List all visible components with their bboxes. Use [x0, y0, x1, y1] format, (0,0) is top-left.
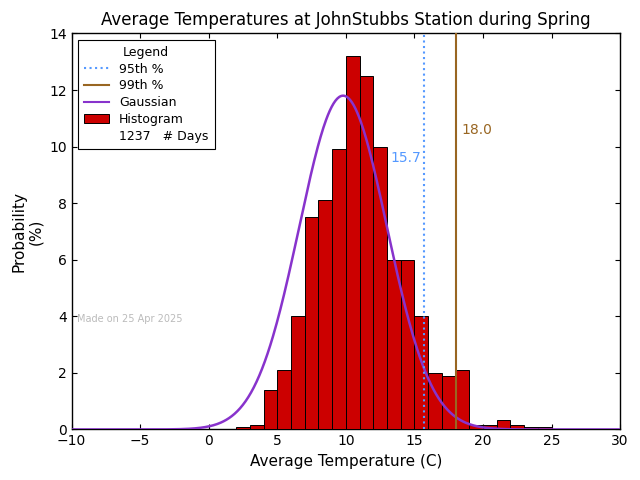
Bar [538, 427, 552, 430]
Bar [373, 146, 387, 430]
Bar [483, 425, 497, 430]
Y-axis label: Probability
(%): Probability (%) [11, 191, 44, 272]
Bar [428, 373, 442, 430]
Title: Average Temperatures at JohnStubbs Station during Spring: Average Temperatures at JohnStubbs Stati… [101, 11, 591, 29]
Bar [442, 376, 456, 430]
Bar [291, 316, 305, 430]
Bar [319, 200, 332, 430]
Bar [456, 370, 469, 430]
Bar [332, 149, 346, 430]
Text: 15.7: 15.7 [390, 151, 421, 165]
Bar [277, 370, 291, 430]
Bar [250, 425, 264, 430]
Bar [387, 260, 401, 430]
Bar [497, 420, 511, 430]
Bar [415, 316, 428, 430]
Bar [401, 260, 415, 430]
Bar [236, 427, 250, 430]
Bar [469, 425, 483, 430]
Bar [305, 217, 319, 430]
Bar [346, 56, 360, 430]
Bar [524, 427, 538, 430]
Bar [360, 76, 373, 430]
Bar [511, 425, 524, 430]
Bar [264, 390, 277, 430]
Text: 18.0: 18.0 [461, 122, 492, 137]
Text: Made on 25 Apr 2025: Made on 25 Apr 2025 [77, 313, 182, 324]
X-axis label: Average Temperature (C): Average Temperature (C) [250, 454, 442, 469]
Legend: 95th %, 99th %, Gaussian, Histogram, 1237   # Days: 95th %, 99th %, Gaussian, Histogram, 123… [78, 40, 214, 149]
